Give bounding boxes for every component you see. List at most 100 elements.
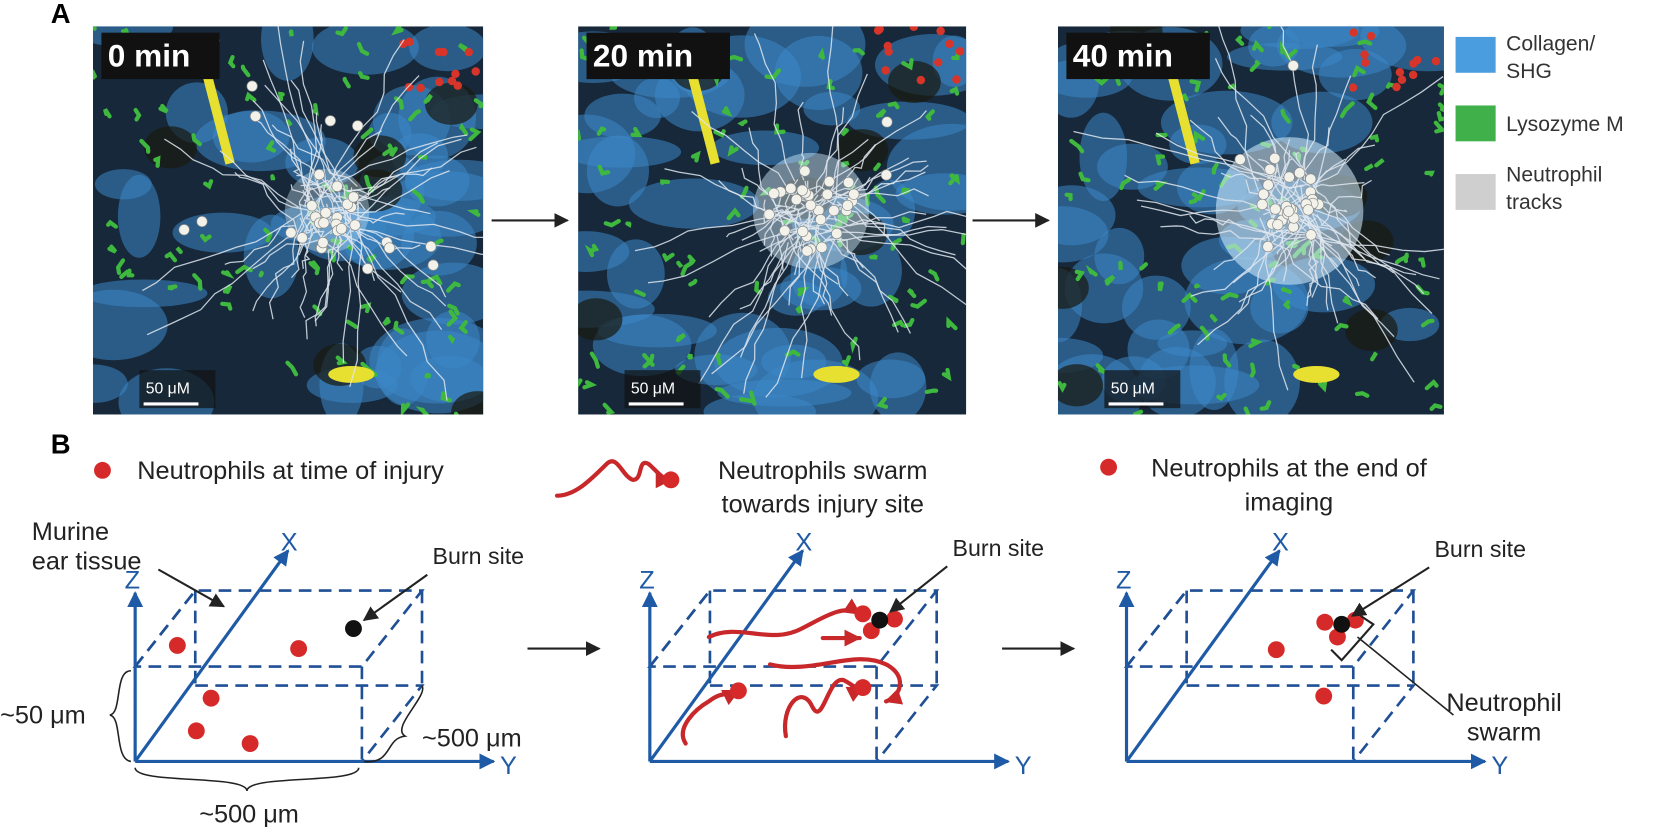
dark-region <box>578 298 623 341</box>
lysozyme <box>852 48 865 56</box>
axis-label: X <box>1272 529 1289 557</box>
lysozyme <box>1193 283 1201 289</box>
lysozyme <box>850 336 858 354</box>
neutrophil <box>1315 687 1333 705</box>
legend-text: Neutrophils at the end of imaging <box>1151 455 1428 517</box>
red-signal <box>404 82 414 92</box>
collagen <box>401 262 484 325</box>
track <box>647 226 819 284</box>
collagen <box>1079 112 1128 202</box>
lysozyme <box>1366 92 1378 111</box>
panel-label: A <box>51 0 71 29</box>
track <box>163 138 300 208</box>
neutrophil <box>425 240 437 253</box>
track <box>1124 174 1285 217</box>
lysozyme <box>1433 120 1444 134</box>
red-signal <box>875 26 884 34</box>
lysozyme <box>582 380 598 390</box>
diagram: Y Z X Burn site <box>125 529 524 781</box>
x-axis <box>1125 549 1281 763</box>
neutrophil <box>1272 219 1284 231</box>
red-signal <box>1361 58 1370 67</box>
collagen <box>369 317 484 404</box>
neutrophil <box>779 225 791 237</box>
neutrophil <box>1302 204 1314 216</box>
lysozyme <box>1179 93 1189 102</box>
red-signal <box>416 83 425 93</box>
track <box>289 148 315 209</box>
time-label: 40 min <box>1073 37 1173 73</box>
neutrophil <box>842 176 855 189</box>
arrow <box>157 568 226 608</box>
collagen <box>606 239 665 309</box>
swarm-track <box>706 598 862 640</box>
lysozyme <box>1104 274 1116 286</box>
brace <box>134 767 360 792</box>
lysozyme <box>453 411 459 415</box>
red-signal <box>955 47 965 56</box>
lysozyme <box>1139 262 1149 271</box>
lysozyme <box>688 278 698 287</box>
lysozyme <box>721 106 733 117</box>
legend-text: Collagen/SHG <box>1506 33 1595 83</box>
track <box>300 179 431 215</box>
track <box>803 185 929 197</box>
neutrophil <box>202 689 220 707</box>
lysozyme <box>891 319 905 328</box>
neutrophil <box>168 637 186 654</box>
track <box>764 225 833 287</box>
lysozyme <box>1085 264 1098 277</box>
lysozyme <box>687 254 696 264</box>
lysozyme <box>578 129 582 141</box>
neutrophil <box>1234 153 1246 166</box>
neutrophil <box>799 165 811 177</box>
neutrophil <box>821 188 834 201</box>
lysozyme <box>359 302 372 314</box>
track <box>815 213 899 333</box>
neutrophil <box>249 110 262 122</box>
neutrophil <box>886 610 903 628</box>
collagen <box>634 77 680 119</box>
neutrophil <box>246 80 258 92</box>
scale-bar-bg <box>139 370 216 409</box>
lysozyme <box>690 150 701 163</box>
neutrophil <box>848 188 860 200</box>
lysozyme <box>642 352 655 367</box>
lysozyme <box>423 93 433 104</box>
neutrophil <box>196 215 208 228</box>
track <box>342 187 354 363</box>
dark-region <box>144 126 197 169</box>
red-signal <box>464 47 474 57</box>
lysozyme <box>795 305 803 314</box>
scale-bar-label: 50 μM <box>631 380 675 397</box>
neutrophil <box>1294 167 1306 179</box>
red-signal <box>398 39 408 49</box>
burn-site-arrow <box>1350 566 1430 617</box>
lysozyme <box>764 68 782 80</box>
track <box>797 101 805 181</box>
neutrophil <box>854 605 872 623</box>
time-label-bg <box>1066 32 1210 80</box>
lysozyme <box>382 143 395 157</box>
lysozyme <box>408 109 422 122</box>
neutrophil <box>831 227 843 240</box>
legend-track <box>554 459 674 498</box>
lysozyme <box>1057 380 1067 393</box>
lysozyme <box>356 41 370 56</box>
lysozyme <box>901 58 914 71</box>
lysozyme <box>1280 286 1292 295</box>
neutrophil <box>841 199 854 212</box>
track <box>1281 138 1293 236</box>
collagen <box>856 359 926 399</box>
lysozyme <box>446 309 459 327</box>
annotation: ~500 μm <box>422 725 522 753</box>
lysozyme <box>133 107 142 122</box>
collagen <box>92 289 168 361</box>
lysozyme <box>1243 406 1251 415</box>
red-signal <box>451 69 460 79</box>
track <box>1140 205 1300 219</box>
track <box>264 84 347 221</box>
lysozyme <box>1420 318 1435 328</box>
lysozyme <box>389 146 398 157</box>
burn-site <box>871 611 889 629</box>
